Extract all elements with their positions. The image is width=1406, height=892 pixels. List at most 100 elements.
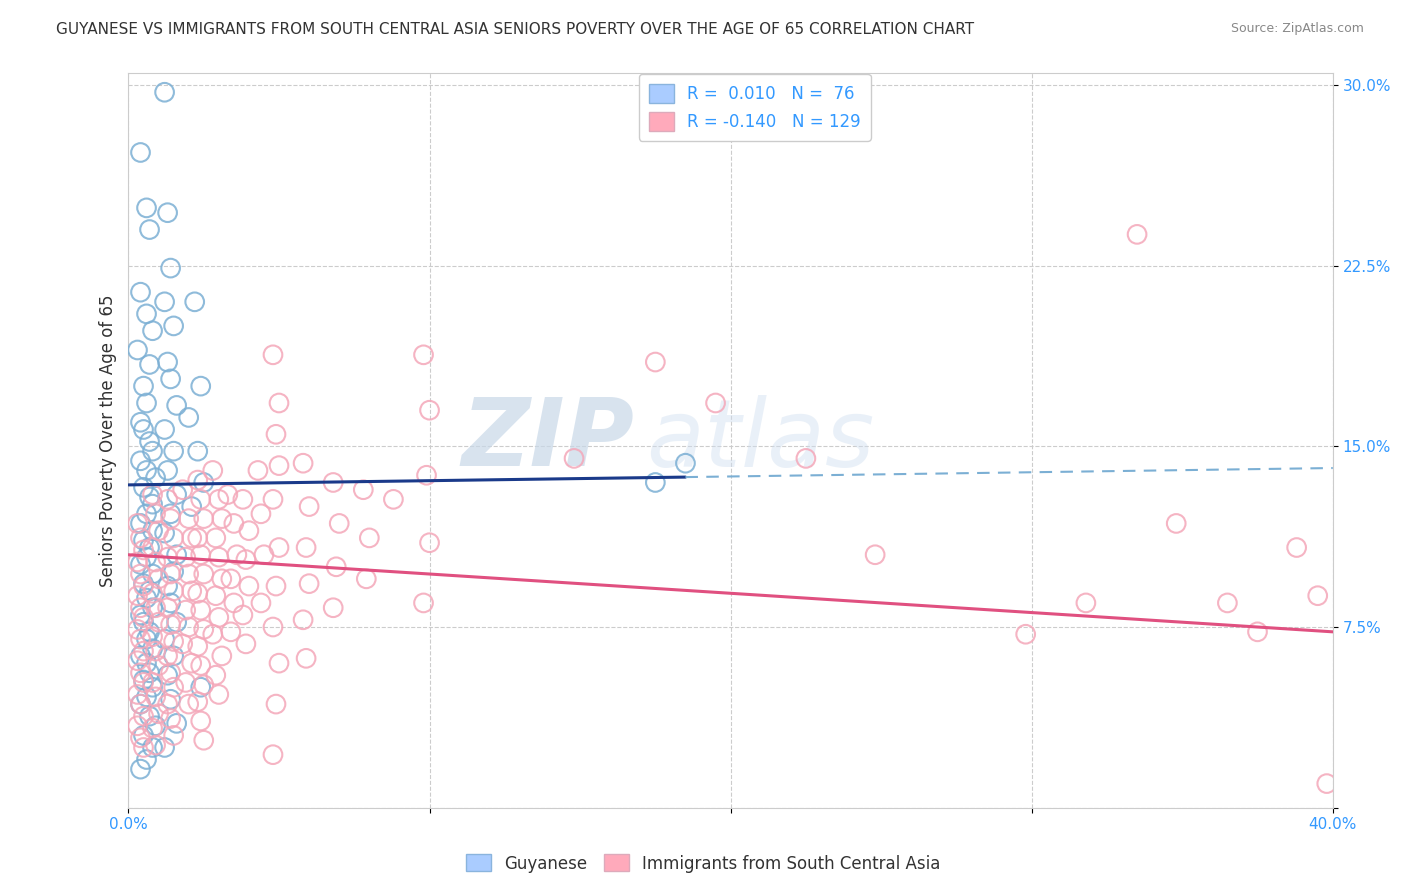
Point	[187, 640, 209, 654]
Point	[138, 709, 160, 723]
Point	[382, 492, 405, 507]
Point	[262, 620, 284, 634]
Point	[264, 427, 287, 442]
Point	[235, 552, 257, 566]
Point	[193, 678, 215, 692]
Point	[177, 410, 200, 425]
Point	[162, 634, 184, 648]
Legend: R =  0.010   N =  76, R = -0.140   N = 129: R = 0.010 N = 76, R = -0.140 N = 129	[638, 74, 870, 141]
Point	[153, 526, 176, 541]
Point	[129, 607, 152, 622]
Point	[267, 541, 290, 555]
Point	[208, 550, 231, 565]
Point	[222, 596, 245, 610]
Point	[262, 747, 284, 762]
Point	[264, 697, 287, 711]
Point	[211, 572, 233, 586]
Point	[238, 579, 260, 593]
Point	[135, 656, 157, 670]
Point	[159, 372, 181, 386]
Point	[177, 620, 200, 634]
Point	[225, 548, 247, 562]
Point	[162, 728, 184, 742]
Point	[145, 470, 167, 484]
Point	[238, 524, 260, 538]
Point	[187, 531, 209, 545]
Point	[187, 586, 209, 600]
Legend: Guyanese, Immigrants from South Central Asia: Guyanese, Immigrants from South Central …	[458, 847, 948, 880]
Point	[156, 648, 179, 663]
Point	[180, 531, 202, 545]
Point	[211, 648, 233, 663]
Point	[142, 641, 165, 656]
Point	[129, 531, 152, 545]
Point	[174, 603, 197, 617]
Point	[142, 567, 165, 582]
Point	[1015, 627, 1038, 641]
Point	[132, 379, 155, 393]
Point	[129, 697, 152, 711]
Point	[153, 294, 176, 309]
Point	[148, 524, 170, 538]
Point	[208, 492, 231, 507]
Point	[267, 656, 290, 670]
Point	[127, 516, 149, 531]
Point	[292, 456, 315, 470]
Point	[419, 403, 441, 417]
Point	[232, 492, 254, 507]
Point	[201, 463, 224, 477]
Point	[135, 507, 157, 521]
Point	[415, 468, 437, 483]
Point	[138, 490, 160, 504]
Point	[208, 688, 231, 702]
Point	[129, 415, 152, 429]
Point	[135, 550, 157, 565]
Point	[135, 201, 157, 215]
Point	[190, 714, 212, 728]
Point	[211, 511, 233, 525]
Point	[292, 613, 315, 627]
Point	[204, 589, 226, 603]
Point	[132, 675, 155, 690]
Point	[142, 524, 165, 538]
Point	[162, 444, 184, 458]
Point	[201, 627, 224, 641]
Point	[180, 656, 202, 670]
Point	[138, 358, 160, 372]
Point	[129, 762, 152, 776]
Point	[129, 454, 152, 468]
Point	[162, 583, 184, 598]
Point	[208, 610, 231, 624]
Point	[172, 637, 194, 651]
Point	[193, 511, 215, 525]
Point	[162, 531, 184, 545]
Point	[356, 572, 378, 586]
Point	[148, 658, 170, 673]
Point	[132, 728, 155, 742]
Point	[159, 511, 181, 525]
Point	[145, 738, 167, 752]
Point	[1126, 227, 1149, 242]
Point	[419, 535, 441, 549]
Point	[180, 500, 202, 514]
Point	[156, 463, 179, 477]
Point	[156, 579, 179, 593]
Point	[142, 586, 165, 600]
Point	[172, 483, 194, 497]
Point	[135, 632, 157, 646]
Point	[127, 343, 149, 357]
Point	[145, 507, 167, 521]
Point	[142, 721, 165, 735]
Point	[138, 222, 160, 236]
Point	[129, 567, 152, 582]
Point	[156, 550, 179, 565]
Point	[253, 548, 276, 562]
Point	[250, 596, 273, 610]
Point	[222, 516, 245, 531]
Point	[162, 648, 184, 663]
Point	[156, 697, 179, 711]
Point	[166, 487, 188, 501]
Point	[159, 665, 181, 680]
Point	[267, 396, 290, 410]
Y-axis label: Seniors Poverty Over the Age of 65: Seniors Poverty Over the Age of 65	[100, 294, 117, 587]
